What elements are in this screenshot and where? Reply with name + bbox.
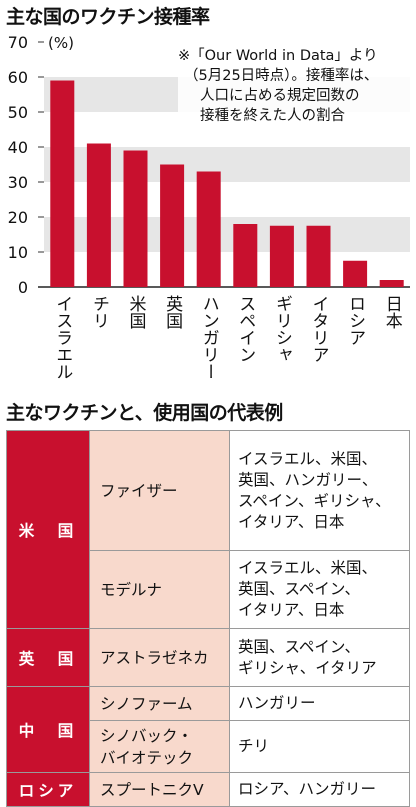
y-tick-label: 0 [18,278,28,297]
y-tick-label: 20 [8,208,28,227]
users-line: 英国、スペイン、 [238,637,360,656]
vaccine-name-line: スプートニクV [100,780,204,799]
vaccine-name-line: アストラゼネカ [100,648,209,667]
vaccine-name-line: ファイザー [100,481,178,500]
bar [269,225,294,287]
bar [123,150,148,287]
users-line: ロシア、ハンガリー [238,780,376,798]
country-cell: 米 国 [6,430,90,629]
y-tick-label: 70 [8,33,28,52]
users-cell: 英国、スペイン、 ギリシャ、イタリア [229,628,410,687]
table-row: モデルナ イスラエル、米国、 英国、スペイン、 イタリア、日本 [7,550,410,629]
users-cell: イスラエル、米国、 英国、スペイン、 イタリア、日本 [229,550,410,629]
users-cell: ハンガリー [229,686,410,721]
bar [379,280,404,287]
users-cell: ロシア、ハンガリー [229,772,410,807]
users-line: イタリア、日本 [238,601,345,619]
note-line: ※「Our World in Data」より [178,48,378,64]
y-tick-label: 40 [8,138,28,157]
table-row: 米 国ファイザー イスラエル、米国、 英国、ハンガリー、 スペイン、ギリシャ、 イタリア… [6,430,410,629]
country-cell: 英 国 [6,628,90,687]
table-row: ロシア スプートニクV ロシア、ハンガリー [6,772,410,807]
x-tick-label: チリ [89,295,109,329]
table-row: 中 国シノファーム ハンガリー [6,686,410,773]
source-note: ※「Our World in Data」より （5月25日時点）。接種率は、 人… [178,46,410,126]
bar [160,164,185,287]
bar [50,80,75,287]
y-axis-unit: (%) [48,34,74,52]
x-tick-label: ロシア [345,295,365,346]
x-tick-label: ハンガリー [199,295,219,380]
vaccine-cell: モデルナ [89,550,230,629]
x-tick-label: ギリシャ [272,295,292,363]
users-line: チリ [238,737,270,755]
chart-title: 主な国のワクチン接種率 [6,6,210,28]
users-cell: チリ [229,720,410,773]
users-line: ギリシャ、イタリア [238,658,377,677]
users-line: イスラエル、米国、 [238,559,378,577]
users-cell: イスラエル、米国、 英国、ハンガリー、 スペイン、ギリシャ、 イタリア、日本 [229,430,410,551]
bar [86,143,111,287]
x-tick-label: イタリア [309,295,329,363]
bar [233,224,258,287]
users-line: ハンガリー [238,694,316,712]
x-tick-label: 日本 [382,295,403,329]
users-line: 英国、スペイン、 [238,580,360,598]
vaccine-cell: ファイザー [89,430,230,551]
x-tick-label: スペイン [235,295,255,363]
vaccine-table: 米 国ファイザー イスラエル、米国、 英国、ハンガリー、 スペイン、ギリシャ、 イタリア… [6,430,410,807]
country-cell: ロシア [6,772,90,807]
users-line: スペイン、ギリシャ、 [238,491,391,510]
vaccine-name-line: シノバック・ [100,726,193,745]
vaccine-name-line: バイオテック [100,748,194,767]
y-tick-label: 10 [8,243,28,262]
note-line: 接種を終えた人の割合 [200,108,345,124]
country-cell: 中 国 [6,686,90,773]
table-row: シノバック・ バイオテック チリ [7,720,410,773]
bar [196,171,221,287]
x-tick-label: イスラエル [52,295,72,380]
bar-chart: 0 10 20 30 40 50 60 70 (%) イスラエル チリ 米国 英国 ハンガリー スペイン ギリ… [8,33,410,380]
x-tick-label: 米国 [126,295,147,329]
vaccine-name-line: モデルナ [100,580,163,599]
y-tick-label: 50 [8,103,28,122]
table-title: 主なワクチンと、使用国の代表例 [6,402,283,424]
note-line: 人口に占める規定回数の [200,88,360,104]
bar [343,260,368,287]
bar [306,225,331,287]
users-line: イスラエル、米国、 [238,449,378,468]
users-line: イタリア、日本 [238,512,345,531]
table-row: 英 国アストラゼネカ 英国、スペイン、 ギリシャ、イタリア [6,628,410,687]
y-tick-label: 30 [8,173,28,192]
vaccine-cell: アストラゼネカ [89,628,230,687]
vaccine-cell: シノバック・ バイオテック [89,720,230,773]
users-line: 英国、ハンガリー、 [238,470,378,489]
note-line: （5月25日時点）。接種率は、 [184,68,379,84]
x-tick-label: 英国 [162,295,183,329]
vaccine-cell: シノファーム [89,686,230,721]
y-tick-label: 60 [8,68,28,87]
vaccine-name-line: シノファーム [100,694,193,713]
vaccine-cell: スプートニクV [89,772,230,807]
